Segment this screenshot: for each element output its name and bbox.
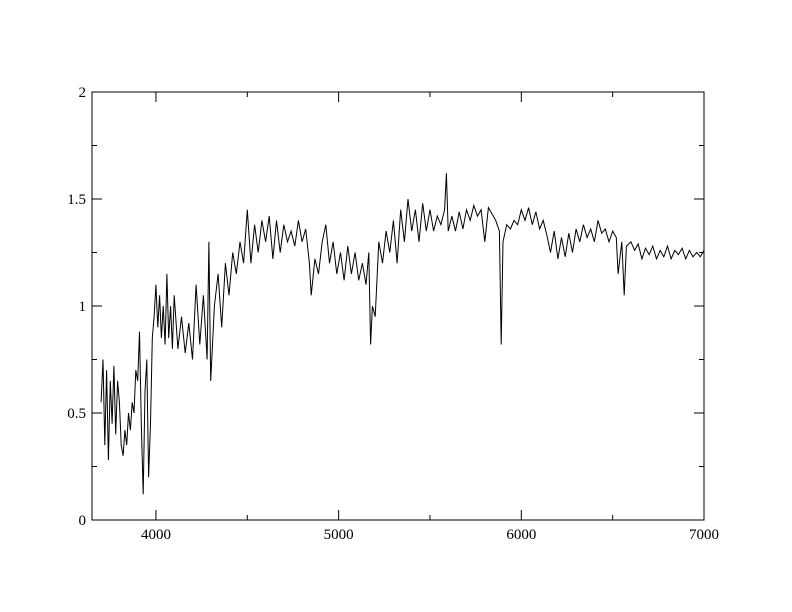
plot-frame (91, 91, 705, 521)
tick-labels: 4000 5000 6000 7000 0 0.5 1 1.5 2 (67, 85, 719, 543)
x-tick-label: 5000 (324, 527, 354, 543)
y-tick-label: 0.5 (67, 406, 86, 422)
spectrum-line (100, 173, 705, 495)
y-tick-label: 1.5 (67, 192, 86, 208)
axis-ticks (92, 91, 705, 521)
x-tick-label: 4000 (141, 527, 171, 543)
y-tick-label: 2 (79, 85, 87, 101)
y-tick-label: 1 (79, 299, 87, 315)
x-tick-label: 6000 (506, 527, 536, 543)
y-tick-label: 0 (79, 513, 87, 529)
x-tick-label: 7000 (689, 527, 719, 543)
